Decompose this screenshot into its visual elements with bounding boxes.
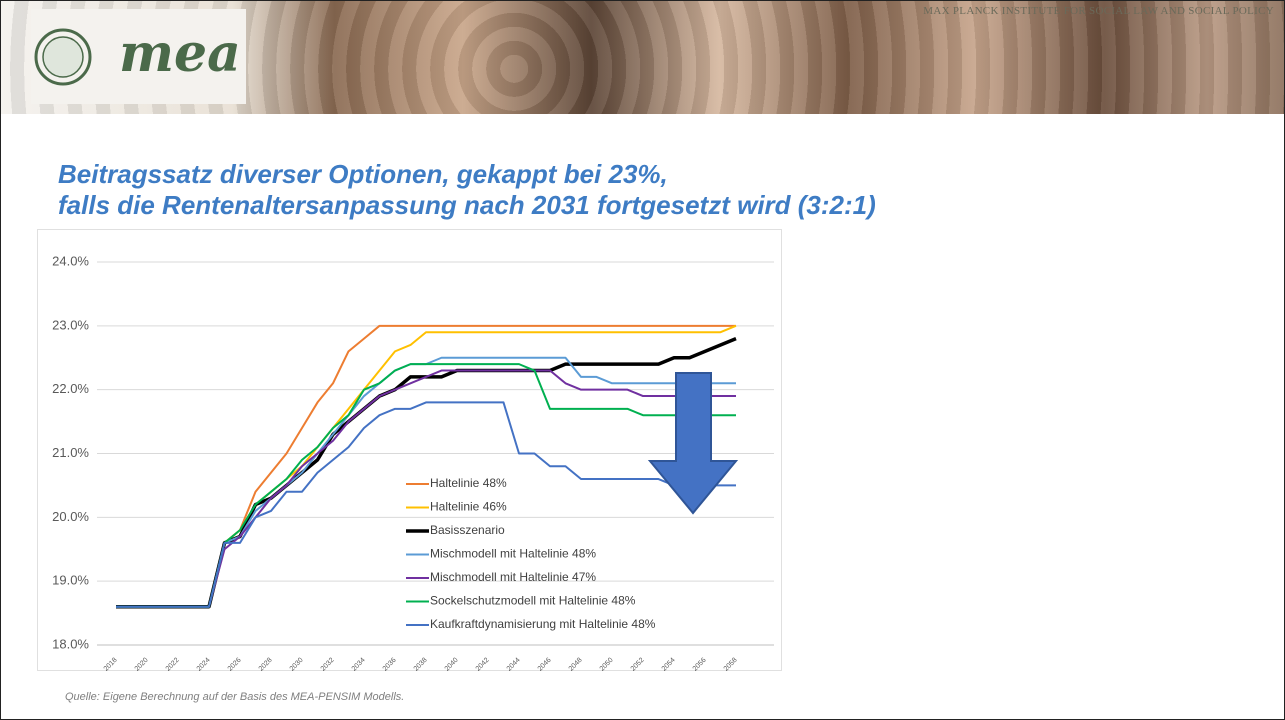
y-tick-label: 19.0% [52, 573, 89, 588]
title-line: Beitragssatz diverser Optionen, gekappt … [58, 159, 668, 189]
title-line: falls die Rentenaltersanpassung nach 203… [58, 190, 876, 220]
legend-label: Mischmodell mit Haltelinie 47% [430, 570, 596, 584]
y-tick-label: 20.0% [52, 509, 89, 524]
series-line [116, 401, 736, 608]
legend-label: Kaufkraftdynamisierung mit Haltelinie 48… [430, 617, 656, 631]
logo-text: mea [119, 23, 241, 84]
logo: mea [31, 9, 246, 104]
y-tick-label: 22.0% [52, 381, 89, 396]
y-tick-label: 21.0% [52, 445, 89, 460]
legend-label: Mischmodell mit Haltelinie 48% [430, 547, 596, 561]
legend-label: Sockelschutzmodell mit Haltelinie 48% [430, 594, 636, 608]
institute-name: MAX PLANCK INSTITUTE FOR SOCIAL LAW AND … [923, 5, 1274, 17]
series-line [116, 369, 736, 608]
chart-area [37, 229, 782, 671]
y-tick-label: 24.0% [52, 253, 89, 268]
legend-label: Basisszenario [430, 523, 505, 537]
y-tick-label: 23.0% [52, 317, 89, 332]
source-note: Quelle: Eigene Berechnung auf der Basis … [65, 691, 405, 703]
y-tick-label: 18.0% [52, 636, 89, 651]
legend-label: Haltelinie 46% [430, 500, 507, 514]
logo-emblem [34, 28, 92, 86]
legend-label: Haltelinie 48% [430, 476, 507, 490]
chart: 18.0%19.0%20.0%21.0%22.0%23.0%24.0%2018 2… [37, 229, 782, 671]
